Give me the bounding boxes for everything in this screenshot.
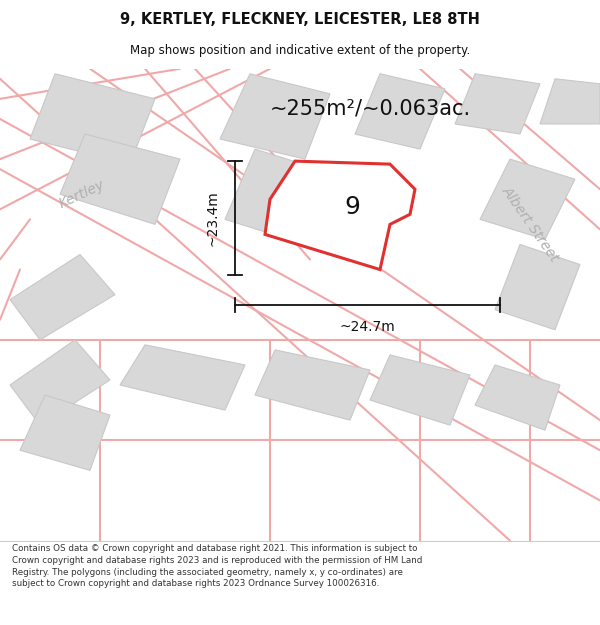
Polygon shape xyxy=(480,159,575,239)
Polygon shape xyxy=(220,74,330,159)
Polygon shape xyxy=(30,74,155,164)
Polygon shape xyxy=(10,340,110,425)
Polygon shape xyxy=(255,350,370,420)
Text: Contains OS data © Crown copyright and database right 2021. This information is : Contains OS data © Crown copyright and d… xyxy=(12,544,422,588)
Text: Kertley: Kertley xyxy=(57,177,107,211)
Polygon shape xyxy=(60,134,180,224)
Polygon shape xyxy=(455,74,540,134)
Text: ~255m²/~0.063ac.: ~255m²/~0.063ac. xyxy=(269,99,470,119)
Text: Map shows position and indicative extent of the property.: Map shows position and indicative extent… xyxy=(130,44,470,57)
Polygon shape xyxy=(475,365,560,430)
Polygon shape xyxy=(20,395,110,471)
Polygon shape xyxy=(540,79,600,124)
Polygon shape xyxy=(495,244,580,330)
Text: 9, KERTLEY, FLECKNEY, LEICESTER, LE8 8TH: 9, KERTLEY, FLECKNEY, LEICESTER, LE8 8TH xyxy=(120,12,480,28)
Text: 9: 9 xyxy=(344,195,360,219)
Polygon shape xyxy=(355,74,445,149)
Text: ~24.7m: ~24.7m xyxy=(340,320,395,334)
Polygon shape xyxy=(10,254,115,340)
Polygon shape xyxy=(225,149,335,244)
Polygon shape xyxy=(120,345,245,410)
Polygon shape xyxy=(370,355,470,425)
Text: ~23.4m: ~23.4m xyxy=(206,190,220,246)
Text: Albert Street: Albert Street xyxy=(499,184,561,265)
Polygon shape xyxy=(265,161,415,269)
